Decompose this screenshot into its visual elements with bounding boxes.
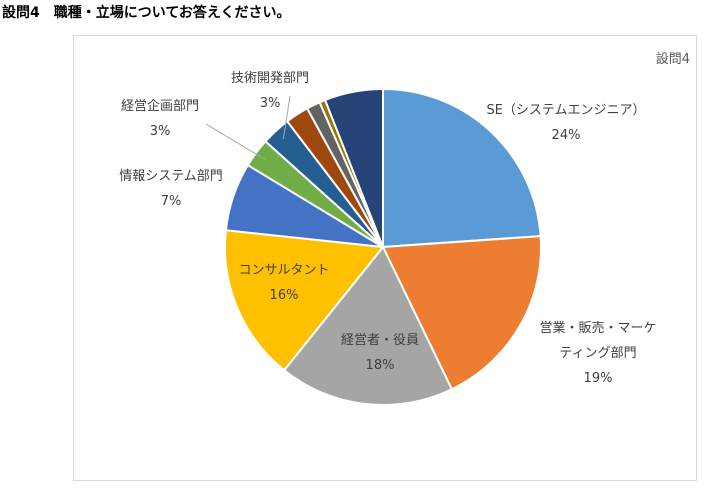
- pie-slice-unlabeled-10: [323, 87, 384, 248]
- question-number: 設問4: [2, 5, 40, 21]
- data-label-category-0: SE（システムエンジニア）: [486, 103, 645, 118]
- pie-slice-2: [282, 245, 454, 406]
- data-label-percent-5: 3%: [150, 124, 171, 139]
- question-text: 職種・立場についてお答えください。: [53, 5, 291, 21]
- data-label-category-5: 経営企画部門: [121, 98, 199, 114]
- data-label-percent-3: 16%: [270, 288, 299, 303]
- leader-line-5: [205, 123, 266, 160]
- data-label-percent-6: 3%: [260, 96, 281, 111]
- chart-title: 設問4: [655, 52, 690, 67]
- data-label-category-3: コンサルタント: [238, 263, 329, 278]
- data-label-percent-1: 19%: [584, 371, 613, 386]
- pie-slice-0: [382, 87, 542, 249]
- leader-line-6: [282, 95, 291, 140]
- data-label-percent-2: 18%: [366, 358, 395, 373]
- data-label-category-6: 技術開発部門: [231, 71, 309, 86]
- data-label-category-1-line1: ティング部門: [559, 346, 636, 361]
- data-label-category-1-line0: 営業・販売・マーケ: [539, 320, 656, 336]
- data-label-percent-4: 7%: [161, 194, 182, 209]
- data-label-category-2: 経営者・役員: [341, 333, 419, 348]
- data-label-category-4: 情報システム部門: [119, 169, 223, 184]
- data-label-percent-0: 24%: [552, 128, 581, 143]
- pie-slice-1: [381, 235, 543, 391]
- chart-container: 設問4 SE（システムエンジニア） 24% 営業・販売・マーケ ティング部門 19% 経営…: [73, 35, 697, 481]
- pie-slice-3: [224, 229, 385, 372]
- question-heading: 設問4 職種・立場についてお答えください。: [2, 2, 291, 22]
